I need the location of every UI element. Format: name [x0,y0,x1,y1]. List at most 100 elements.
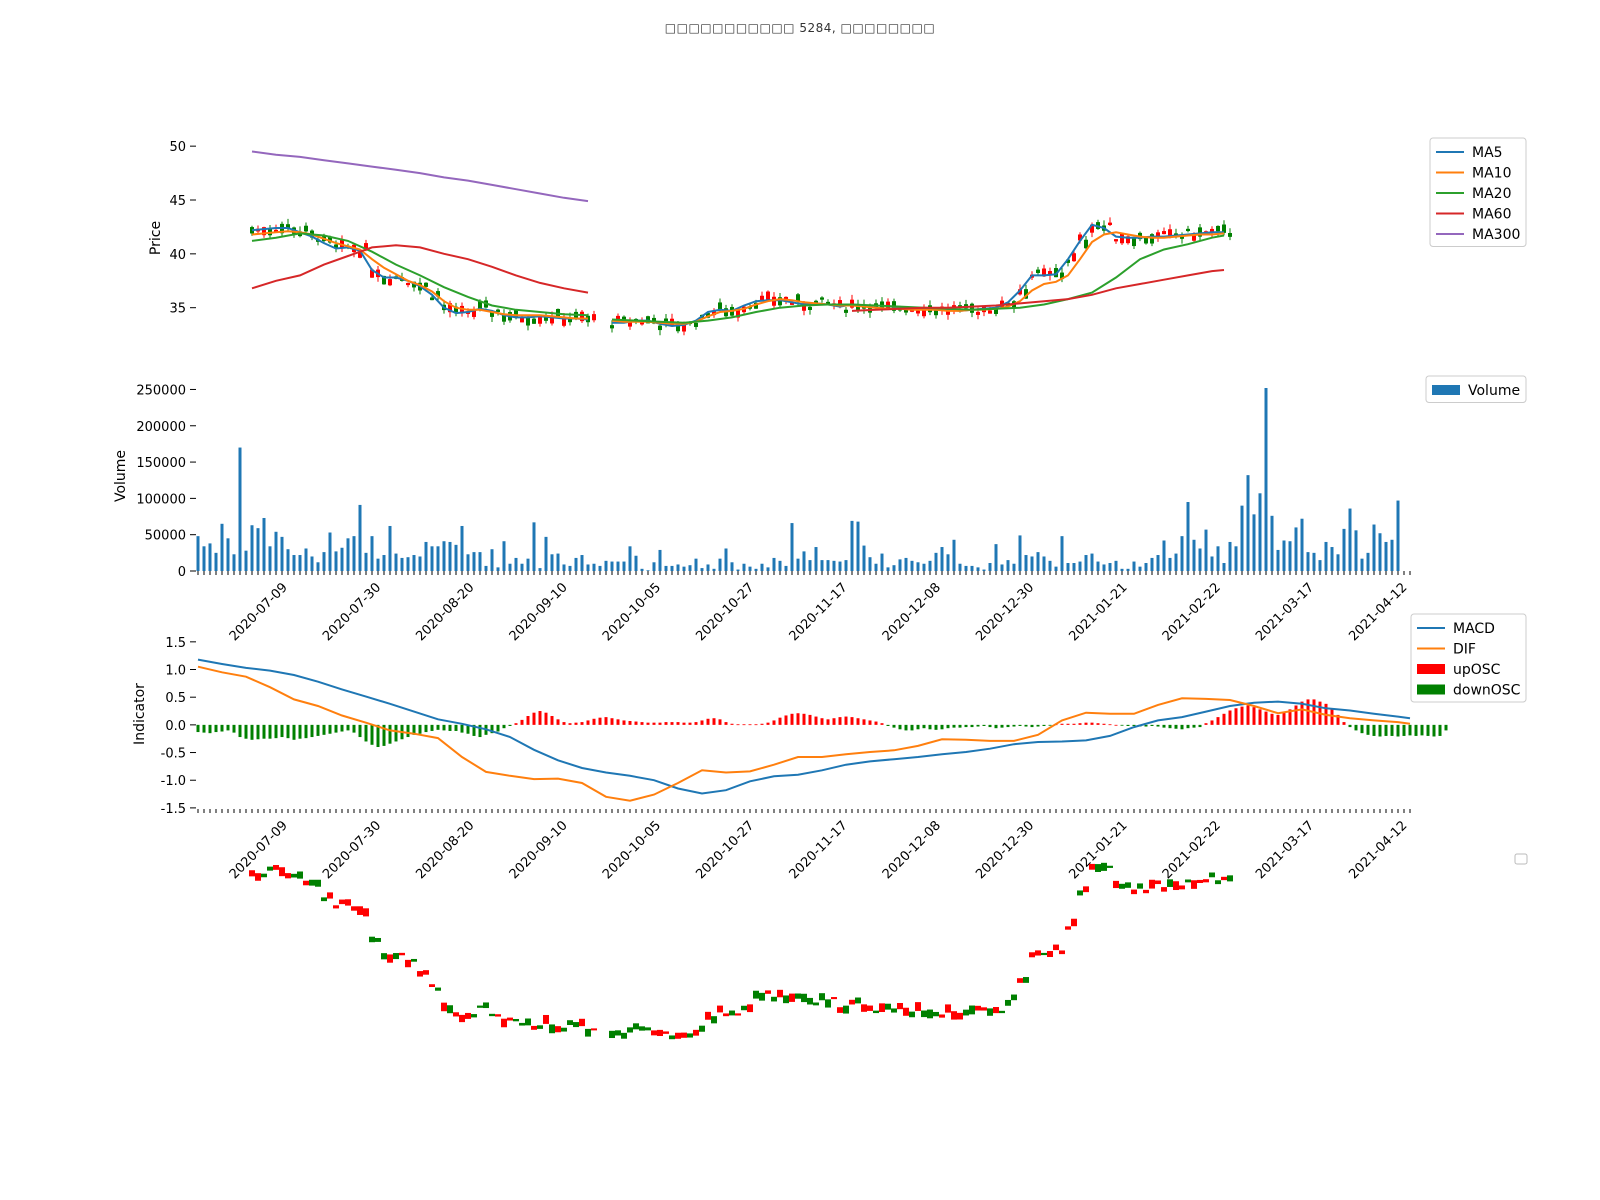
strip-candle-up [531,1025,537,1030]
osc-bar-up [610,718,614,725]
strip-candle-up [579,1018,585,1027]
candle-body [1198,227,1202,237]
volume-bar [640,568,644,571]
volume-bar [334,551,338,571]
volume-bar [694,558,698,571]
strip-candle-down [549,1024,555,1034]
candle-body [562,318,566,326]
strip-candle-up [1113,880,1119,889]
candle-body [1216,225,1220,232]
osc-bar-down [1390,724,1394,736]
strip-candle-down [561,1027,567,1032]
volume-bar [1126,568,1130,571]
volume-bar [988,563,992,571]
candle-body [856,303,860,312]
volume-bar [580,555,584,571]
volume-bar [1186,502,1190,571]
x-tick-label: 2020-10-27 [693,818,757,882]
osc-bar-down [1360,724,1364,734]
volume-bar [346,538,350,571]
volume-bar [454,544,458,571]
volume-bar [196,536,200,571]
strip-candle-up [651,1030,657,1036]
osc-bar-up [598,717,602,725]
osc-bar-down [418,724,422,734]
strip-candle-up [1173,881,1179,891]
osc-bar-up [718,719,722,725]
volume-bar [514,557,518,571]
volume-bar [772,557,776,571]
osc-bar-down [964,724,968,728]
strip-candle-up [1065,926,1071,930]
osc-bar-up [748,724,752,726]
strip-candle-down [513,1018,519,1022]
osc-bar-down [904,724,908,731]
candle-body [622,316,626,322]
strip-candle-up [333,905,339,909]
osc-bar-up [1228,710,1232,725]
osc-bar-down [346,724,350,731]
volume-bar [508,563,512,571]
osc-bar-up [1210,720,1214,725]
osc-bar-down [508,724,512,726]
volume-bar [844,560,848,571]
volume-bar [724,548,728,571]
osc-bar-down [244,724,248,739]
strip-candle-up [681,1032,687,1038]
osc-bar-up [658,722,662,725]
volume-bar [874,563,878,571]
candle-body [1228,232,1232,237]
osc-bar-down [1408,724,1412,736]
candle-body [1000,300,1004,307]
osc-bar-up [1234,708,1238,725]
volume-bar [796,558,800,571]
volume-bar [682,566,686,571]
osc-bar-down [274,724,278,739]
volume-bar [652,562,656,571]
strip-candle-up [555,1026,561,1033]
legend-label-MACD: MACD [1453,621,1495,637]
empty-legend-box [1514,853,1528,865]
candle-body [274,229,278,233]
osc-bar-up [856,718,860,725]
osc-bar-up [868,720,872,725]
strip-candle-down [1077,890,1083,896]
volume-bar [352,536,356,571]
osc-bar-down [430,724,434,731]
osc-bar-up [664,722,668,725]
strip-candle-down [321,897,327,902]
osc-bar-down [466,724,470,734]
osc-bar-up [532,712,536,725]
osc-bar-up [1096,723,1100,725]
osc-bar-up [826,719,830,725]
volume-bar [1318,560,1322,571]
candle-body [1156,232,1160,237]
volume-bar [1156,555,1160,571]
candle-body [1210,228,1214,232]
osc-bar-up [1258,709,1262,725]
volume-bar [316,562,320,571]
osc-bar-up [844,716,848,725]
volume-bar [262,517,266,571]
volume-bar [466,554,470,571]
x-tick-label: 2020-08-20 [413,818,477,882]
osc-bar-down [226,724,230,731]
volume-bar [886,567,890,571]
volume-bar [208,543,212,571]
osc-bar-up [640,722,644,725]
candle-body [496,309,500,312]
candle-body [676,324,680,332]
strip-candle-down [687,1033,693,1038]
candle-body [262,227,266,236]
strip-candle-down [909,1011,915,1018]
strip-candle-down [315,879,321,887]
strip-candle-down [963,1009,969,1016]
osc-bar-down [310,724,314,738]
osc-bar-down [958,724,962,728]
strip-candle-up [453,1012,459,1017]
strip-candle-down [795,993,801,999]
strip-candle-up [747,1004,753,1013]
candle-body [802,303,806,311]
candle-body [778,297,782,306]
